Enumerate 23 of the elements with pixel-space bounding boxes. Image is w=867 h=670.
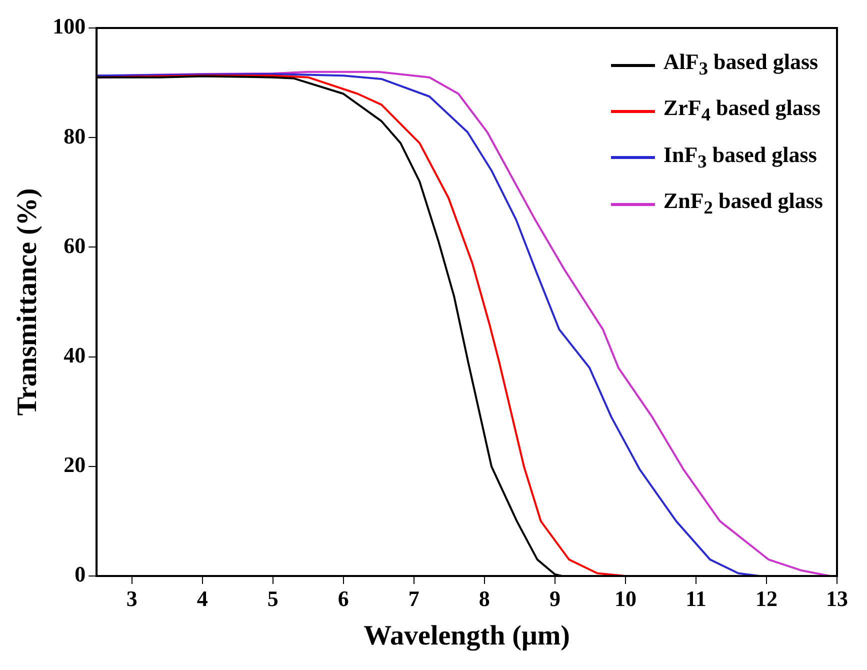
legend-label: AlF$_{3}$ based glass [663, 48, 818, 80]
y-axis-title: Transmittance (%) [12, 188, 44, 416]
x-tick-label: 7 [408, 586, 420, 611]
x-tick-label: 9 [549, 586, 560, 611]
y-tick-label: 60 [64, 232, 86, 258]
x-tick-label: 3 [126, 586, 138, 611]
x-axis-title: Wavelength (μm) [364, 620, 570, 652]
x-tick-label: 5 [267, 586, 278, 611]
x-tick-label: 4 [196, 586, 208, 611]
legend-label: ZrF$_{4}$ based glass [663, 94, 821, 127]
legend-label: InF$_{3}$ based glass [663, 140, 817, 174]
y-tick-label: 20 [64, 452, 86, 478]
y-tick-label: 100 [52, 14, 86, 39]
legend-label: ZnF$_{2}$ based glass [663, 187, 823, 220]
x-tick-label: 6 [338, 586, 349, 611]
y-tick-label: 80 [64, 123, 86, 148]
x-tick-label: 8 [478, 586, 490, 611]
x-tick-label: 13 [826, 586, 848, 611]
x-tick-label: 10 [614, 586, 636, 611]
x-tick-label: 11 [686, 586, 706, 611]
x-tick-label: 12 [755, 586, 778, 611]
y-tick-label: 40 [64, 342, 86, 368]
y-tick-label: 0 [74, 562, 86, 587]
